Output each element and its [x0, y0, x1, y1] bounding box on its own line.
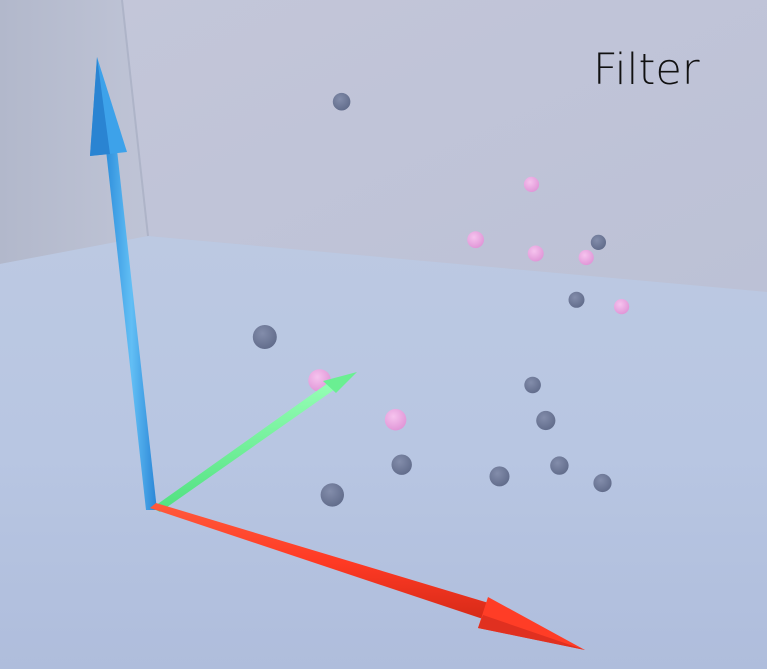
left-wall [0, 0, 148, 264]
scatter-point [536, 410, 556, 431]
points-layer [252, 92, 630, 507]
x-axis-shaft [150, 503, 492, 620]
y-axis-shaft [152, 378, 341, 512]
back-wall [122, 0, 767, 292]
z-axis [90, 57, 157, 510]
filter-button[interactable]: Filter [593, 44, 703, 96]
floor [0, 236, 767, 669]
scatter-point [550, 456, 569, 475]
wall-corner-edge [121, 0, 149, 237]
scatter-point [489, 466, 510, 487]
scatter-point [252, 325, 277, 349]
scatter-point [614, 299, 630, 315]
scatter-point [593, 473, 612, 493]
scatter-point [523, 176, 540, 192]
scatter-point [578, 249, 594, 266]
scatter-point [590, 234, 607, 250]
scatter-point [568, 291, 585, 308]
scatter-point [320, 483, 344, 507]
scatter-point [527, 245, 544, 262]
x-axis [150, 503, 585, 650]
y-axis-arrowhead [323, 372, 357, 393]
x-axis-arrowhead [478, 597, 585, 650]
z-axis-shaft [106, 150, 157, 510]
scatter-point [332, 92, 351, 111]
scatter-point [524, 376, 541, 394]
y-axis [152, 372, 357, 512]
scatter-point [384, 408, 407, 431]
scatter-point [467, 231, 484, 249]
scatter-point [391, 454, 412, 475]
